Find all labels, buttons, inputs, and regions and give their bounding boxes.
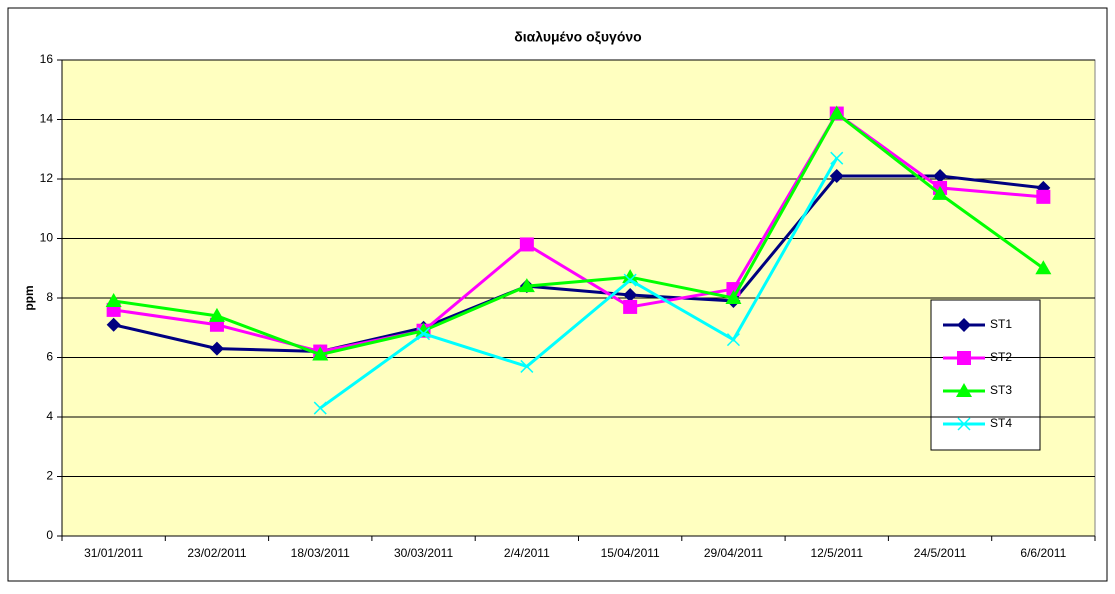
marker — [726, 333, 740, 347]
marker — [209, 341, 224, 356]
chart-title: διαλυμένο οξυγόνο — [514, 29, 641, 45]
x-tick-label: 2/4/2011 — [504, 546, 550, 560]
legend-label: ST1 — [990, 317, 1012, 331]
marker — [1036, 189, 1051, 204]
marker — [520, 359, 534, 373]
series-line — [113, 111, 1044, 354]
y-tick-label: 12 — [40, 171, 54, 185]
marker — [957, 417, 971, 431]
series-line — [319, 157, 839, 410]
x-tick-label: 23/02/2011 — [187, 546, 246, 560]
y-tick-label: 0 — [46, 528, 53, 542]
marker — [519, 237, 534, 252]
x-tick-label: 12/5/2011 — [811, 546, 864, 560]
marker — [417, 327, 431, 341]
marker — [829, 169, 844, 184]
marker — [622, 269, 639, 284]
marker — [828, 105, 845, 120]
marker — [313, 401, 327, 415]
marker — [106, 317, 121, 332]
marker — [105, 292, 122, 307]
marker — [956, 383, 972, 397]
marker — [932, 185, 949, 200]
series-line — [113, 111, 1045, 357]
series-line — [113, 174, 1044, 354]
marker — [623, 299, 638, 314]
y-tick-label: 10 — [40, 231, 54, 245]
y-tick-label: 16 — [40, 52, 54, 66]
y-axis-label: ppm — [22, 285, 36, 310]
marker — [933, 169, 948, 184]
y-tick-label: 14 — [40, 112, 54, 126]
marker — [623, 288, 638, 303]
marker — [957, 351, 971, 365]
x-tick-label: 24/5/2011 — [914, 546, 967, 560]
marker — [725, 290, 742, 304]
legend-label: ST2 — [990, 350, 1012, 364]
y-tick-label: 2 — [46, 469, 53, 483]
legend-label: ST4 — [990, 416, 1012, 430]
y-tick-label: 8 — [46, 290, 53, 304]
marker — [957, 318, 971, 332]
marker — [1035, 260, 1052, 275]
marker — [208, 307, 225, 322]
x-tick-label: 29/04/2011 — [704, 546, 763, 560]
x-tick-label: 15/04/2011 — [601, 546, 660, 560]
y-tick-label: 6 — [46, 350, 53, 364]
marker — [830, 151, 844, 165]
marker — [415, 322, 432, 337]
x-tick-label: 18/03/2011 — [291, 546, 350, 560]
x-tick-label: 6/6/2011 — [1020, 546, 1066, 560]
marker — [312, 346, 329, 361]
x-tick-label: 31/01/2011 — [84, 546, 143, 560]
legend-box — [930, 299, 1041, 451]
y-tick-label: 4 — [46, 409, 53, 423]
marker — [623, 273, 637, 287]
legend-label: ST3 — [990, 383, 1012, 397]
x-tick-label: 30/03/2011 — [394, 546, 453, 560]
marker — [518, 278, 535, 293]
